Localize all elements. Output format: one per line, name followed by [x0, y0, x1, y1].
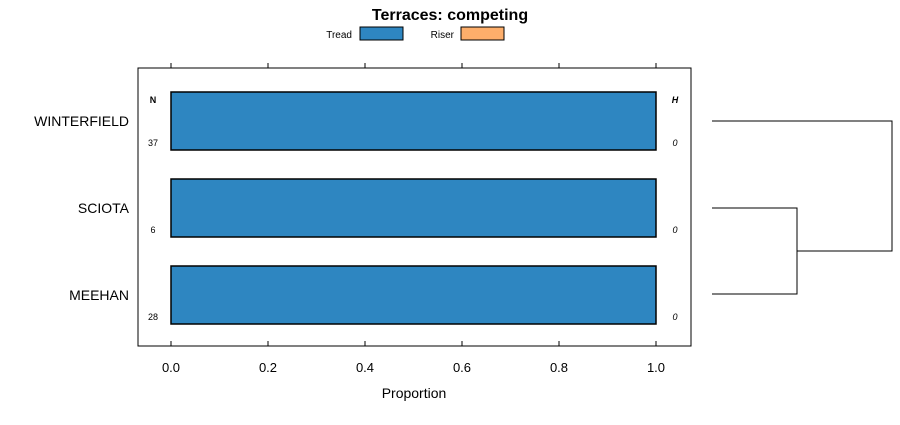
legend-label-riser: Riser	[431, 30, 455, 41]
chart-title: Terraces: competing	[372, 7, 528, 24]
bars	[170, 91, 657, 325]
x-axis-tick-labels: 0.0 0.2 0.4 0.6 0.8 1.0	[162, 360, 665, 375]
x-tick-label: 0.6	[453, 360, 471, 375]
x-tick-label: 0.0	[162, 360, 180, 375]
h-value: 0	[672, 312, 677, 322]
h-column-header: H	[672, 95, 679, 105]
dendrogram-branch-root	[712, 120, 893, 252]
n-value: 28	[148, 312, 158, 322]
n-value: 37	[148, 138, 158, 148]
plot-frame	[137, 67, 692, 347]
legend-label-tread: Tread	[326, 30, 352, 41]
n-column-header: N	[150, 95, 157, 105]
n-value: 6	[150, 225, 155, 235]
category-labels: WINTERFIELD SCIOTA MEEHAN	[34, 113, 130, 303]
x-tick-label: 0.2	[259, 360, 277, 375]
x-axis-ticks	[170, 63, 657, 346]
x-axis-title: Proportion	[382, 385, 447, 401]
h-values: 0 0 0	[672, 138, 677, 322]
category-label: SCIOTA	[78, 200, 130, 216]
legend-swatch-tread	[359, 26, 404, 41]
category-label: WINTERFIELD	[34, 113, 129, 129]
bar-tread-winterfield	[170, 91, 657, 151]
h-value: 0	[672, 225, 677, 235]
n-values: 37 6 28	[148, 138, 158, 322]
legend: Tread Riser	[326, 26, 505, 41]
x-tick-label: 0.4	[356, 360, 374, 375]
x-tick-label: 0.8	[550, 360, 568, 375]
legend-swatch-riser	[460, 26, 505, 41]
x-tick-label: 1.0	[647, 360, 665, 375]
bar-tread-meehan	[170, 265, 657, 325]
h-value: 0	[672, 138, 677, 148]
bar-tread-sciota	[170, 178, 657, 238]
dendrogram-branch-sciota-meehan	[712, 207, 798, 295]
dendrogram	[712, 120, 893, 295]
category-label: MEEHAN	[69, 287, 129, 303]
